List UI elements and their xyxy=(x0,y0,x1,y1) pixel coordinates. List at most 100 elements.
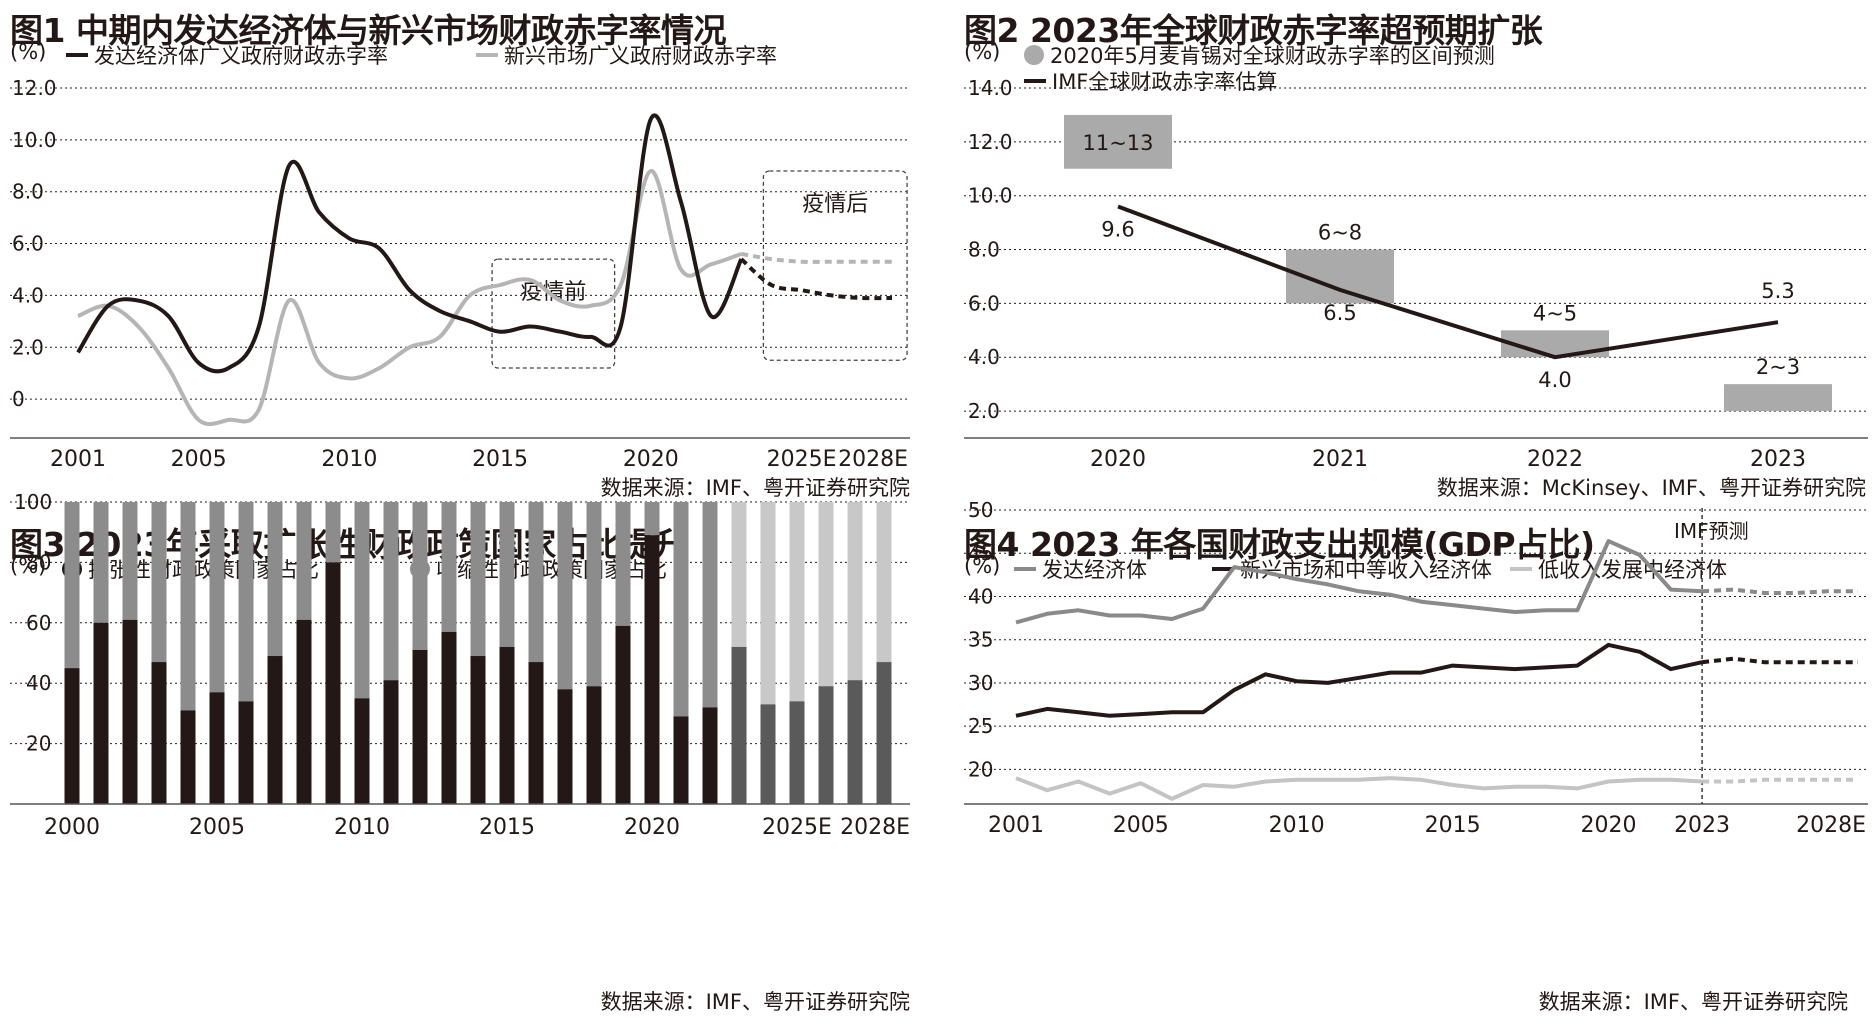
y-tick-label: 6.0 xyxy=(12,232,44,256)
y-tick-label: 45 xyxy=(968,541,993,565)
legend-item-range: 2020年5月麦肯锡对全球财政赤字率的区间预测 xyxy=(1024,40,1495,70)
chart-panel-4: 图4 2023 年各国财政支出规模(GDP占比) (%) 发达经济体 新兴市场和… xyxy=(938,498,1876,1028)
legend-swatch xyxy=(476,53,498,57)
bar-expansionary xyxy=(441,631,457,804)
legend-swatch xyxy=(1024,79,1046,83)
unit-label: (%) xyxy=(964,554,1001,578)
x-tick-label: 2020 xyxy=(623,447,679,472)
x-tick-label: 2020 xyxy=(624,815,680,840)
x-tick-label: 2025E xyxy=(767,447,837,472)
series-line xyxy=(1015,539,1703,625)
series-line-forecast xyxy=(740,251,892,264)
x-tick-label: 2028E xyxy=(840,815,910,840)
unit-label: (%) xyxy=(10,554,47,578)
bar-contractionary xyxy=(441,502,457,632)
bar-expansionary xyxy=(383,680,399,804)
y-tick-label: 10.0 xyxy=(12,128,57,152)
series-line xyxy=(1015,776,1703,801)
x-tick-label: 2020 xyxy=(1090,447,1146,472)
y-tick-label: 35 xyxy=(968,628,993,652)
bar-contractionary xyxy=(93,502,109,623)
y-tick-label: 10.0 xyxy=(968,184,1013,208)
y-tick-label: 14.0 xyxy=(968,76,1013,100)
bar-contractionary xyxy=(209,502,225,693)
y-tick-label: 100 xyxy=(14,490,52,514)
bar-expansionary xyxy=(296,619,312,804)
bar-expansionary xyxy=(122,619,138,804)
y-tick-label: 0 xyxy=(12,387,25,411)
x-tick-label: 2023 xyxy=(1674,813,1730,838)
y-tick-label: 6.0 xyxy=(968,291,1000,315)
range-box xyxy=(1724,384,1832,412)
chart-title: 图1 中期内发达经济体与新兴市场财政赤字率情况 xyxy=(10,11,726,50)
x-tick-label: 2015 xyxy=(1425,813,1481,838)
annotation-box xyxy=(491,258,616,369)
x-tick-label: 2028E xyxy=(838,447,908,472)
chart-panel-1: 图1 中期内发达经济体与新兴市场财政赤字率情况 (%) 发达经济体广义政府财政赤… xyxy=(0,0,938,514)
y-tick-label: 40 xyxy=(26,671,51,695)
legend-label: IMF全球财政赤字率估算 xyxy=(1052,70,1278,94)
series-line-forecast xyxy=(1702,777,1858,784)
series-line-forecast xyxy=(1701,587,1858,595)
bar-expansionary xyxy=(818,686,834,804)
y-tick-label: 8.0 xyxy=(968,238,1000,262)
x-tick-label: 2000 xyxy=(44,815,100,840)
bar-expansionary xyxy=(673,716,689,804)
bar-expansionary xyxy=(64,668,80,804)
y-tick-label: 60 xyxy=(26,611,51,635)
series-line-forecast xyxy=(739,257,893,301)
x-tick-label: 2005 xyxy=(171,447,227,472)
range-label: 6~8 xyxy=(1318,221,1362,245)
chart-title: 图4 2023 年各国财政支出规模(GDP占比) xyxy=(964,525,1595,564)
x-tick-label: 2001 xyxy=(988,813,1044,838)
range-label: 11~13 xyxy=(1082,131,1153,155)
bar-expansionary xyxy=(499,646,515,804)
bar-contractionary xyxy=(586,502,602,687)
y-tick-label: 4.0 xyxy=(12,283,44,307)
annotation-box xyxy=(762,170,908,361)
bar-contractionary xyxy=(122,502,138,620)
x-tick-label: 2020 xyxy=(1581,813,1637,838)
x-tick-label: 2010 xyxy=(334,815,390,840)
chart-panel-2: 图2 2023年全球财政赤字率超预期扩张 (%) 2020年5月麦肯锡对全球财政… xyxy=(938,0,1876,514)
y-tick-label: 80 xyxy=(26,550,51,574)
bar-contractionary xyxy=(673,502,689,717)
bar-contractionary xyxy=(528,502,544,663)
chart-plot: 20 40 60 80 100 2000 2005 2010 2015 2020 2025E 2028… xyxy=(10,490,910,840)
bar-contractionary xyxy=(731,502,747,647)
bar-contractionary xyxy=(354,502,370,699)
source-note: 数据来源：IMF、粤开证券研究院 xyxy=(600,476,910,500)
bar-expansionary xyxy=(586,686,602,804)
series-line xyxy=(1015,642,1703,718)
point-label: 9.6 xyxy=(1101,217,1134,241)
x-tick-label: 2001 xyxy=(50,447,106,472)
y-tick-label: 12.0 xyxy=(12,76,57,100)
point-label: 6.5 xyxy=(1323,301,1356,325)
bar-contractionary xyxy=(151,502,167,663)
series-line xyxy=(76,113,744,374)
bar-contractionary xyxy=(702,502,718,708)
y-tick-label: 12.0 xyxy=(968,130,1013,154)
bar-contractionary xyxy=(180,502,196,711)
chart-plot: 20 25 30 35 40 45 50 IMF预测 2001 2005 2010 2015 2020 2… xyxy=(964,498,1868,838)
bar-contractionary xyxy=(267,502,283,657)
x-tick-label: 2028E xyxy=(1796,813,1866,838)
legend-item-advanced: 发达经济体广义政府财政赤字率 xyxy=(66,40,388,70)
bar-expansionary xyxy=(876,662,892,804)
bar-expansionary xyxy=(528,662,544,804)
bar-expansionary xyxy=(557,689,573,804)
y-tick-label: 50 xyxy=(968,498,993,522)
legend-label: 发达经济体 xyxy=(1042,558,1147,582)
y-tick-label: 8.0 xyxy=(12,180,44,204)
series-line xyxy=(77,168,742,427)
y-tick-label: 40 xyxy=(968,584,993,608)
bar-contractionary xyxy=(847,502,863,681)
legend-swatch xyxy=(1212,567,1234,571)
legend-label: 2020年5月麦肯锡对全球财政赤字率的区间预测 xyxy=(1050,44,1495,68)
bar-contractionary xyxy=(876,502,892,663)
legend-swatch xyxy=(1510,567,1532,571)
x-tick-label: 2015 xyxy=(472,447,528,472)
legend-label: 发达经济体广义政府财政赤字率 xyxy=(94,44,388,68)
x-tick-label: 2010 xyxy=(321,447,377,472)
x-tick-label: 2025E xyxy=(762,815,832,840)
